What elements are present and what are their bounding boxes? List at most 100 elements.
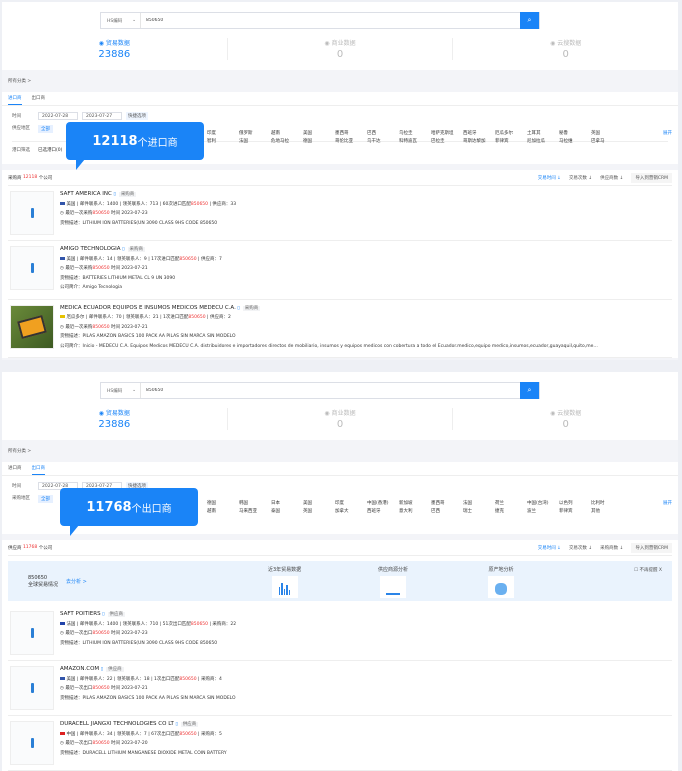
region-option[interactable]: 荷兰 — [495, 501, 504, 506]
quick-options-button[interactable]: 快捷选项 — [126, 112, 148, 120]
import-crm-button[interactable]: 导入到营销CRM — [631, 172, 672, 183]
region-option[interactable]: 西班牙 — [463, 131, 477, 136]
region-option[interactable]: 哥斯达黎加 — [463, 139, 486, 144]
copy-icon[interactable]: ▯ — [122, 247, 125, 252]
region-option[interactable]: 美国 — [303, 501, 312, 506]
region-option[interactable]: 巴西 — [431, 509, 440, 514]
search-button[interactable]: ⌕ — [520, 382, 539, 399]
analysis-card[interactable]: 近3年贸易数据 — [268, 566, 301, 598]
region-option[interactable]: 西班牙 — [367, 509, 381, 514]
region-option[interactable]: 泰国 — [271, 509, 280, 514]
region-all[interactable]: 全部 — [38, 495, 53, 503]
region-option[interactable]: 法国 — [463, 501, 472, 506]
port-select[interactable]: 已选港口(0) — [38, 148, 63, 153]
search-type-select[interactable]: HS编码 ⌄ — [101, 383, 141, 398]
region-option[interactable]: 英国 — [303, 509, 312, 514]
stat-cloud[interactable]: ◉ 云搜数据 0 — [452, 38, 678, 60]
breadcrumb[interactable]: 所有分类 > — [8, 449, 32, 454]
region-option[interactable]: 越南 — [207, 509, 216, 514]
breadcrumb[interactable]: 所有分类 > — [8, 79, 32, 84]
region-option[interactable]: 秘鲁 — [559, 131, 568, 136]
region-option[interactable]: 马拉维 — [559, 139, 573, 144]
stat-building[interactable]: ◉ 商业数据 0 — [226, 408, 453, 430]
copy-icon[interactable]: ▯ — [113, 192, 116, 197]
region-option[interactable]: 菲律宾 — [559, 509, 573, 514]
region-option[interactable]: 比利时 — [591, 501, 605, 506]
region-option[interactable]: 尼加拉瓜 — [527, 139, 545, 144]
copy-icon[interactable]: ▯ — [237, 305, 240, 311]
region-option[interactable]: 巴拉圭 — [431, 139, 445, 144]
tab-importers[interactable]: 进口商 — [8, 466, 22, 471]
tab-exporters[interactable]: 出口商 — [31, 462, 45, 475]
company-name[interactable]: DURACELL JIANGXI TECHNOLOGIES CO LT — [60, 721, 174, 727]
region-option[interactable]: 其他 — [591, 509, 600, 514]
search-input[interactable] — [141, 388, 520, 393]
region-option[interactable]: 越南 — [271, 131, 280, 136]
tab-exporters[interactable]: 出口商 — [31, 96, 46, 101]
date-to-input[interactable]: 2023-07-27 — [82, 112, 122, 120]
date-from-input[interactable]: 2022-07-28 — [38, 112, 78, 120]
company-name[interactable]: AMAZON.COM — [60, 666, 100, 672]
region-option[interactable]: 俄罗斯 — [239, 131, 253, 136]
region-option[interactable]: 中国(香港) — [367, 501, 389, 506]
company-name[interactable]: AMIGO TECHNOLOGIA — [60, 246, 121, 252]
region-option[interactable]: 加拿大 — [335, 509, 349, 514]
region-option[interactable]: 土耳其 — [527, 131, 541, 136]
analyze-link[interactable]: 去分析 > — [66, 578, 87, 585]
region-option[interactable]: 印度 — [335, 501, 344, 506]
copy-icon[interactable]: ▯ — [102, 612, 105, 617]
company-name[interactable]: MEDICA ECUADOR EQUIPOS E INSUMOS MEDICOS… — [60, 304, 236, 311]
region-option[interactable]: 墨西哥 — [431, 501, 445, 506]
region-option[interactable]: 马来西亚 — [239, 509, 257, 514]
region-option[interactable]: 波兰 — [527, 509, 536, 514]
expand-button[interactable]: 展开 — [663, 501, 672, 506]
region-option[interactable]: 德国 — [207, 501, 216, 506]
analysis-card[interactable]: 供应商源分析 — [378, 566, 408, 598]
expand-button[interactable]: 展开 — [663, 131, 672, 136]
region-option[interactable]: 巴拿马 — [591, 139, 605, 144]
region-option[interactable]: 巴西 — [367, 131, 376, 136]
company-name[interactable]: SAFT POITIERS — [60, 611, 101, 617]
region-option[interactable]: 日本 — [271, 501, 280, 506]
region-option[interactable]: 乌干达 — [367, 139, 381, 144]
region-option[interactable]: 中国(台湾) — [527, 501, 549, 506]
stat-globe[interactable]: ◉ 贸易数据 23886 — [98, 40, 131, 60]
region-option[interactable]: 英国 — [591, 131, 600, 136]
stat-globe[interactable]: ◉ 贸易数据 23886 — [98, 410, 131, 430]
date-from-input[interactable]: 2022-07-28 — [38, 482, 78, 490]
region-option[interactable]: 捷克 — [495, 509, 504, 514]
company-name[interactable]: SAFT AMERICA INC — [60, 191, 112, 197]
sort-button[interactable]: 交易次数 ↓ — [568, 175, 593, 181]
region-option[interactable]: 菲律宾 — [495, 139, 509, 144]
search-button[interactable]: ⌕ — [520, 12, 539, 29]
copy-icon[interactable]: ▯ — [100, 667, 104, 672]
region-option[interactable]: 韩国 — [239, 501, 248, 506]
region-option[interactable]: 厄瓜多尔 — [495, 131, 513, 136]
region-option[interactable]: 科特迪瓦 — [399, 139, 417, 144]
region-option[interactable]: 智利 — [207, 139, 216, 144]
stat-building[interactable]: ◉ 商业数据 0 — [226, 38, 453, 60]
region-option[interactable]: 乌拉圭 — [399, 131, 413, 136]
analysis-card[interactable]: 原产地分析 — [488, 566, 514, 598]
stat-cloud[interactable]: ◉ 云搜数据 0 — [452, 408, 678, 430]
quick-options-button[interactable]: 快捷选项 — [126, 482, 148, 490]
copy-icon[interactable]: ▯ — [175, 722, 178, 727]
search-type-select[interactable]: HS编码 ⌄ — [101, 13, 141, 28]
import-crm-button[interactable]: 导入到营销CRM — [631, 542, 672, 553]
region-all[interactable]: 全部 — [38, 125, 53, 133]
region-option[interactable]: 新加坡 — [399, 501, 413, 506]
sort-button[interactable]: 采购商数 ↓ — [600, 545, 624, 551]
region-option[interactable]: 美国 — [303, 131, 312, 136]
region-option[interactable]: 瑞士 — [463, 509, 472, 514]
region-option[interactable]: 法国 — [239, 139, 248, 144]
sort-button[interactable]: 供应商数 ↓ — [600, 175, 624, 181]
search-input[interactable] — [141, 18, 520, 23]
region-option[interactable]: 哈萨克斯坦 — [431, 131, 454, 136]
region-option[interactable]: 德国 — [303, 139, 312, 144]
region-option[interactable]: 以色列 — [559, 501, 573, 506]
no-remind-checkbox[interactable]: ☐ 不再提醒 — [634, 568, 658, 573]
region-option[interactable]: 危地马拉 — [271, 139, 289, 144]
close-icon[interactable]: X — [658, 568, 662, 573]
sort-button[interactable]: 交易次数 ↓ — [568, 545, 593, 551]
region-option[interactable]: 哥伦比亚 — [335, 139, 353, 144]
